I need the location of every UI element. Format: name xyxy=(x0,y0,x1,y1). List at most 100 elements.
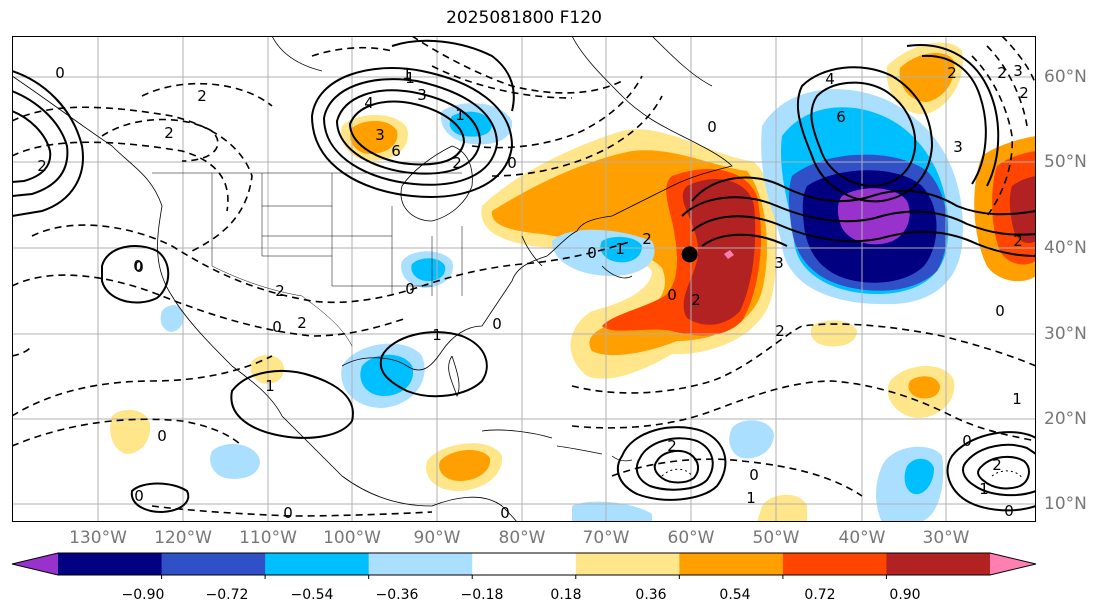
contour-label: 0 xyxy=(55,64,65,82)
colorbar-tick-label: −0.72 xyxy=(205,587,249,603)
lon-label: 50°W xyxy=(752,528,800,548)
contour-label: 0 xyxy=(667,286,677,304)
contour-label: 0 xyxy=(995,302,1005,320)
contour-label: 2 xyxy=(947,64,957,82)
contour-label: 1 xyxy=(402,65,412,83)
contour-label: 0 xyxy=(272,318,282,336)
colorbar-tick-label: 0.18 xyxy=(550,587,582,603)
contour-label: 0 xyxy=(492,315,502,333)
contour-lines xyxy=(12,36,1036,517)
negative-anomaly-region xyxy=(360,354,414,396)
lon-label: 70°W xyxy=(582,528,630,548)
contour-label: 0 xyxy=(133,257,143,275)
positive-anomaly-region xyxy=(1009,176,1036,243)
contour-label: 0 xyxy=(749,466,759,484)
colorbar-tick-label: −0.54 xyxy=(290,587,334,603)
positive-anomaly-region xyxy=(757,494,807,522)
contour-label: 2 xyxy=(452,154,462,172)
negative-anomaly-region xyxy=(904,458,934,495)
contour-label: 0 xyxy=(134,258,144,276)
contour-label: 2 xyxy=(275,282,285,300)
contour-label: 2 xyxy=(197,87,207,105)
colorbar-extend-max xyxy=(990,553,1036,575)
colorbar-tick-label: −0.90 xyxy=(121,587,165,603)
negative-anomaly-region xyxy=(572,501,652,522)
colorbar-segment xyxy=(782,553,887,575)
lon-label: 130°W xyxy=(69,528,127,548)
contour-label: 2 xyxy=(1013,232,1023,250)
colorbar-tick-label: 0.54 xyxy=(719,587,751,603)
colorbar-segment xyxy=(886,553,991,575)
lon-label: 80°W xyxy=(498,528,546,548)
contour-label: 1 xyxy=(265,377,275,395)
contour-label: 0 xyxy=(587,244,597,262)
contour-label: 2 xyxy=(297,314,307,332)
coastlines xyxy=(12,36,733,522)
contour-label: 0 xyxy=(134,487,144,505)
colorbar-segment xyxy=(679,553,784,575)
contour-label: 3 xyxy=(375,126,385,144)
colorbar-segment xyxy=(161,553,266,575)
positive-anomaly-region xyxy=(439,450,491,481)
contour-label: 3 xyxy=(953,138,963,156)
colorbar-extend-min xyxy=(12,553,58,575)
lon-label: 120°W xyxy=(154,528,212,548)
contour-label: 1 xyxy=(405,69,415,87)
contour-label: 1 xyxy=(455,106,465,124)
contour-label: 6 xyxy=(391,142,401,160)
contour-label: 2 xyxy=(997,64,1007,82)
contour-label: 0 xyxy=(707,118,717,136)
contour-label: 4 xyxy=(364,94,374,112)
contour-label: 1 xyxy=(615,240,625,258)
contour-label: 1 xyxy=(746,489,756,507)
colorbar-tick-label: 0.72 xyxy=(804,587,836,603)
contour-label: 3 xyxy=(774,254,784,272)
contour-label: 2 xyxy=(667,437,677,455)
contour-label: 2 xyxy=(642,230,652,248)
colorbar-segment xyxy=(472,553,577,575)
negative-anomaly-region xyxy=(729,420,774,459)
lat-label: 60°N xyxy=(1044,67,1087,87)
contour-label: 2 xyxy=(1019,84,1029,102)
contour-label: 0 xyxy=(500,504,510,522)
contour-label: 0 xyxy=(283,504,293,522)
graticule xyxy=(12,36,1036,522)
contour-label-group: 0 2 2 2 1 3 1 4 3 6 0 1 2 0 2 0 0 2 1 0 … xyxy=(37,62,1029,522)
contour-label: 1 xyxy=(432,326,442,344)
lat-label: 30°N xyxy=(1044,324,1087,344)
contour-label: 0 xyxy=(1004,502,1014,520)
colorbar-segment xyxy=(368,553,473,575)
contour-label: 2 xyxy=(992,456,1002,474)
contour-label: 0 xyxy=(157,427,167,445)
negative-anomaly-region xyxy=(210,443,260,479)
lat-label: 10°N xyxy=(1044,494,1087,514)
contour-label: 2 xyxy=(164,124,174,142)
map-plot: 0 2 2 2 1 3 1 4 3 6 0 1 2 0 2 0 0 2 1 0 … xyxy=(12,36,1036,522)
contour-label: 2 xyxy=(775,322,785,340)
lat-label: 50°N xyxy=(1044,152,1087,172)
lon-label: 30°W xyxy=(922,528,970,548)
colorbar-tick-label: 0.36 xyxy=(635,587,667,603)
lat-label: 40°N xyxy=(1044,238,1087,258)
lon-label: 40°W xyxy=(838,528,886,548)
negative-anomaly-region xyxy=(160,305,184,332)
contour-label: 1 xyxy=(1012,390,1022,408)
contour-label: 1 xyxy=(979,480,989,498)
colorbar-tick-label: −0.36 xyxy=(375,587,419,603)
colorbar-outline xyxy=(11,552,1037,576)
positive-anomaly-region xyxy=(810,320,857,347)
lon-label: 110°W xyxy=(239,528,297,548)
positive-anomaly-region xyxy=(908,376,940,399)
negative-anomaly-region xyxy=(600,236,642,263)
map-title: 2025081800 F120 xyxy=(446,8,602,28)
contour-label: 6 xyxy=(836,108,846,126)
negative-anomaly-region xyxy=(837,188,910,245)
contour-label: 2 xyxy=(37,157,47,175)
contour-label: 0 xyxy=(405,280,415,298)
contour-label: 2 xyxy=(691,291,701,309)
contour-label: 4 xyxy=(825,70,835,88)
lon-label: 90°W xyxy=(413,528,461,548)
colorbar-tick-label: 0.90 xyxy=(889,587,921,603)
contour-label: 0 xyxy=(962,432,972,450)
colorbar-segment xyxy=(58,553,163,575)
